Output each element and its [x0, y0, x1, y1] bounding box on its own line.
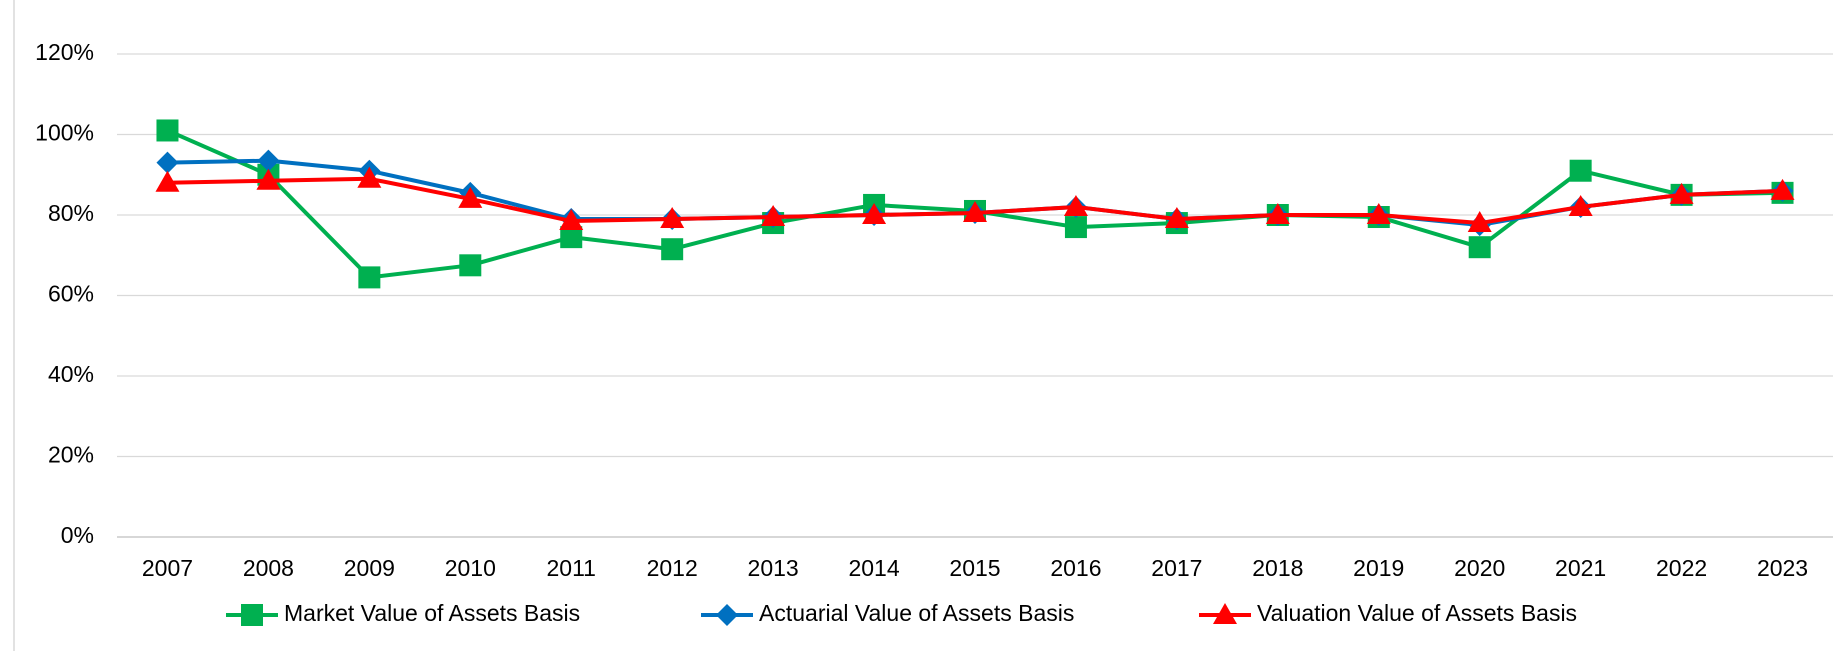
x-tick-label: 2019 [1353, 555, 1404, 581]
marker [1064, 216, 1087, 239]
marker [459, 254, 482, 277]
y-tick-label: 0% [61, 522, 94, 548]
legend-marker [716, 604, 738, 626]
y-tick-label: 100% [35, 120, 94, 146]
marker [559, 209, 584, 231]
y-tick-label: 20% [48, 442, 94, 468]
x-tick-label: 2013 [748, 555, 799, 581]
x-tick-label: 2020 [1454, 555, 1505, 581]
x-tick-label: 2008 [243, 555, 294, 581]
marker [156, 151, 179, 174]
marker [458, 186, 483, 208]
x-tick-label: 2007 [142, 555, 193, 581]
marker [1568, 194, 1593, 216]
x-tick-label: 2017 [1151, 555, 1202, 581]
marker [1164, 207, 1189, 229]
x-tick-label: 2011 [547, 555, 596, 581]
marker [257, 149, 280, 172]
marker [862, 203, 887, 224]
marker [357, 166, 382, 188]
marker [1467, 211, 1492, 233]
marker [156, 119, 179, 142]
x-tick-label: 2022 [1656, 555, 1707, 581]
legend-label: Actuarial Value of Assets Basis [759, 600, 1074, 626]
marker [1063, 194, 1088, 216]
x-tick-label: 2018 [1252, 555, 1303, 581]
marker [1468, 236, 1491, 259]
marker [1265, 203, 1290, 224]
legend-marker [1213, 603, 1237, 624]
marker [155, 170, 180, 192]
x-tick-label: 2023 [1757, 555, 1808, 581]
marker [358, 266, 381, 289]
marker [1366, 203, 1391, 224]
legend-label: Valuation Value of Assets Basis [1257, 600, 1577, 626]
x-tick-label: 2009 [344, 555, 395, 581]
marker [560, 226, 583, 249]
y-tick-label: 40% [48, 361, 94, 387]
x-tick-label: 2021 [1555, 555, 1606, 581]
legend-marker [241, 604, 263, 626]
marker [761, 205, 786, 227]
x-tick-label: 2016 [1050, 555, 1101, 581]
marker [661, 238, 684, 261]
legend-label: Market Value of Assets Basis [284, 600, 580, 626]
y-tick-label: 120% [35, 39, 94, 65]
marker [1770, 178, 1795, 200]
x-tick-label: 2015 [949, 555, 1000, 581]
marker [1669, 182, 1694, 204]
marker [660, 207, 685, 229]
marker [1569, 159, 1592, 182]
x-tick-label: 2010 [445, 555, 496, 581]
marker [963, 200, 987, 222]
y-tick-label: 80% [48, 200, 94, 226]
x-tick-label: 2014 [848, 555, 899, 581]
y-tick-label: 60% [48, 281, 94, 307]
x-tick-label: 2012 [647, 555, 698, 581]
marker [256, 168, 281, 190]
